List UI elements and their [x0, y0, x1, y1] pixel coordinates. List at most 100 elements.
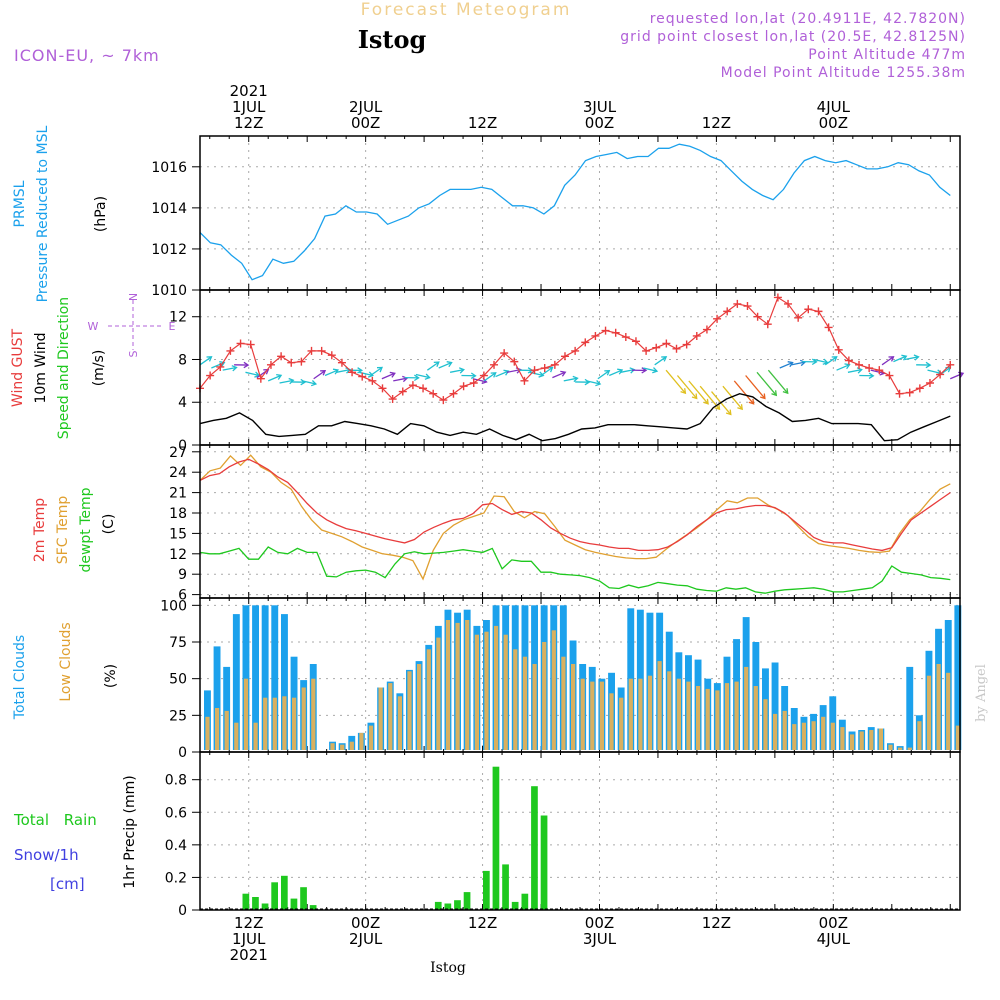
precip-bar	[540, 815, 548, 910]
temp-2m-label: 2m Temp	[32, 498, 48, 562]
low-cloud-bar	[705, 688, 710, 750]
wind-arrow-head	[538, 371, 545, 378]
wind-gust-marker	[317, 346, 326, 355]
precip-y-tick-label: 0.6	[165, 805, 187, 821]
low-cloud-bar	[773, 713, 778, 750]
wind-arrow-head	[433, 361, 440, 368]
grid-point-coords: grid point closest lon,lat (20.5E, 42.81…	[620, 29, 966, 45]
total-rain-label: Total Rain	[13, 811, 97, 829]
bottom-time-label: 00Z	[819, 914, 848, 932]
low-clouds-label: Low Clouds	[58, 622, 74, 701]
wind-gust-marker	[256, 374, 265, 383]
wind-arrow-head	[760, 393, 766, 400]
low-cloud-bar	[946, 672, 951, 750]
low-cloud-bar	[205, 716, 210, 750]
wind-gust-marker	[490, 360, 499, 369]
dewpt-temp-line	[199, 546, 951, 594]
wind-arrow	[847, 369, 862, 373]
wind-arrow	[733, 380, 755, 405]
pressure-msl-label: Pressure Reduced to MSL	[35, 125, 51, 302]
temperature-y-tick-label: 12	[169, 547, 187, 563]
wind-arrow-head	[547, 366, 554, 373]
low-cloud-bar	[272, 697, 277, 750]
wind-arrow	[927, 369, 942, 374]
wind-arrow	[881, 356, 894, 366]
wind-gust-marker	[885, 371, 894, 380]
top-time-label: 12Z	[702, 114, 731, 132]
wind-gust-marker	[875, 366, 884, 375]
wind-arrow	[597, 370, 610, 380]
wind-arrow	[676, 375, 698, 399]
wind-arrow-head	[811, 358, 818, 366]
clouds-plot	[204, 605, 962, 750]
wind-arrow-head	[332, 368, 340, 375]
point-altitude: Point Altitude 477m	[808, 47, 966, 63]
wind-gust-marker	[226, 346, 235, 355]
wind-y-tick-label: 0	[178, 438, 187, 454]
snow-unit-label: [cm]	[50, 875, 85, 893]
wind-arrow	[426, 361, 440, 371]
wind-arrow-head	[584, 378, 591, 386]
wind-gust-marker	[723, 307, 732, 316]
wind-arrow	[813, 358, 828, 364]
low-cloud-bar	[724, 683, 730, 750]
low-cloud-bar	[619, 697, 624, 750]
wind-arrow	[267, 374, 282, 382]
wind-gust-marker	[540, 364, 549, 373]
bottom-time-label: 3JUL	[583, 930, 617, 948]
low-cloud-bar	[503, 634, 508, 750]
wind-gust-marker	[550, 360, 559, 369]
wind-arrow-head	[661, 356, 668, 362]
precip-bar	[271, 882, 278, 910]
wind-arrow-head	[231, 365, 238, 372]
low-cloud-bar	[561, 656, 566, 750]
wind-arrow	[745, 375, 766, 399]
wind-gust-marker	[733, 299, 742, 308]
wind-gust-marker	[946, 360, 955, 369]
low-cloud-bar	[349, 741, 354, 750]
precip-bar	[242, 893, 250, 910]
wind-gust-marker	[216, 362, 225, 371]
precip-bar	[463, 892, 471, 910]
wind-gust-marker	[814, 307, 823, 316]
low-cloud-bar	[782, 710, 787, 750]
precip-bar	[290, 898, 298, 910]
forecast-meteogram-title: Forecast Meteogram	[361, 0, 572, 20]
wind-arrow	[393, 377, 408, 382]
wind-gust-marker	[206, 371, 215, 380]
wind-arrow	[199, 356, 212, 366]
top-time-label: 00Z	[819, 114, 848, 132]
low-cloud-bar	[686, 681, 691, 750]
compass-n: N	[127, 293, 140, 301]
total-cloud-bar	[213, 646, 221, 750]
top-time-label: 12Z	[234, 114, 263, 132]
low-cloud-bar	[388, 683, 393, 750]
wind-gust-marker	[763, 320, 772, 329]
snow-label: Snow/1h	[14, 846, 79, 864]
low-cloud-bar	[744, 666, 749, 750]
temperature-y-tick-label: 15	[169, 526, 187, 542]
low-cloud-bar	[522, 656, 528, 750]
top-time-label: 1JUL	[232, 98, 266, 116]
wind-speed-direction-label: Speed and Direction	[56, 297, 72, 439]
wind-gust-marker	[834, 345, 843, 354]
wind-arrow-head	[413, 374, 420, 382]
precip-plot	[200, 766, 960, 910]
wind-arrow	[767, 369, 789, 394]
temperature-y-tick-label: 9	[178, 567, 187, 583]
low-cloud-bar	[888, 744, 893, 750]
total-cloud-bar	[906, 666, 914, 750]
wind-arrow-head	[206, 356, 213, 362]
low-cloud-bar	[484, 631, 489, 750]
wind-gust-marker	[297, 357, 306, 366]
bottom-time-label: 2021	[230, 946, 268, 964]
low-cloud-bar	[840, 727, 845, 750]
wind-arrow-head	[560, 370, 567, 377]
wind-arrow	[586, 380, 601, 385]
wind-arrow-head	[490, 372, 497, 378]
wind-gust-marker	[439, 396, 448, 405]
wind-arrow-head	[641, 367, 648, 374]
precip-bar	[483, 870, 490, 910]
clouds-y-tick-label: 75	[169, 635, 187, 651]
